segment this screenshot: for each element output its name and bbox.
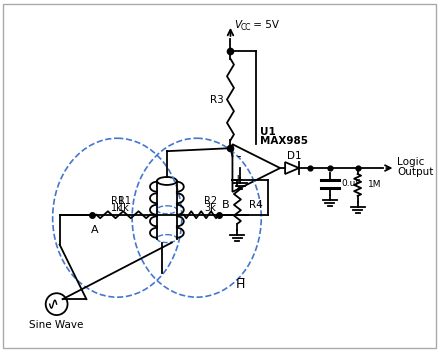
Text: R3: R3 xyxy=(210,94,223,105)
Text: Logic: Logic xyxy=(397,157,425,167)
Text: B: B xyxy=(221,200,229,210)
Text: +: + xyxy=(233,174,244,187)
Text: R1: R1 xyxy=(118,196,131,206)
Text: -: - xyxy=(236,150,240,163)
Text: D1: D1 xyxy=(287,151,301,161)
Text: 1k: 1k xyxy=(111,203,123,213)
Text: 1k: 1k xyxy=(118,203,130,213)
Text: R4: R4 xyxy=(249,200,263,210)
Text: = 5V: = 5V xyxy=(250,20,279,30)
Text: Output: Output xyxy=(397,167,434,177)
Text: MAX985: MAX985 xyxy=(260,136,308,146)
Text: Sine Wave: Sine Wave xyxy=(30,320,84,330)
Text: 3k: 3k xyxy=(204,203,216,213)
FancyBboxPatch shape xyxy=(3,4,436,348)
Text: R2: R2 xyxy=(204,196,217,206)
Text: CC: CC xyxy=(240,24,251,32)
Text: R1: R1 xyxy=(111,196,124,206)
Text: 0.uF: 0.uF xyxy=(342,180,361,188)
Text: U1: U1 xyxy=(260,127,276,137)
Text: V: V xyxy=(234,20,242,30)
Text: 1M: 1M xyxy=(368,181,381,189)
Text: A: A xyxy=(91,225,98,235)
Text: H̅: H̅ xyxy=(236,278,245,291)
